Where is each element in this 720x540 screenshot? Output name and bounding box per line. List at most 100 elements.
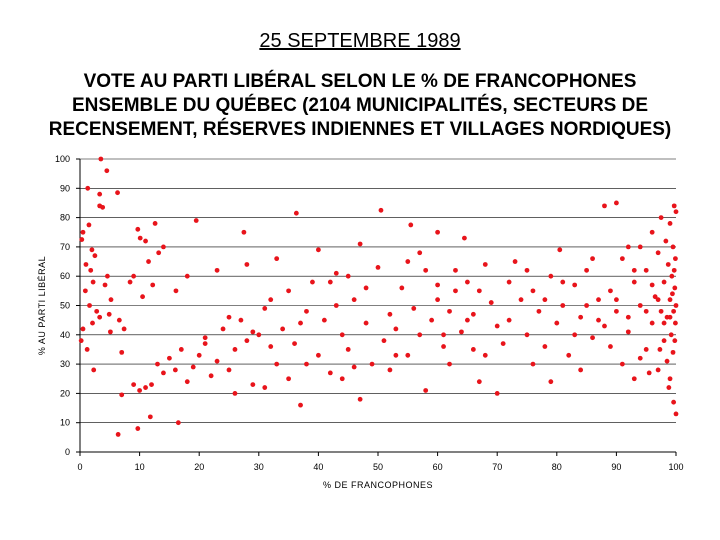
data-point	[116, 317, 122, 323]
data-point	[435, 229, 440, 235]
data-point	[506, 279, 512, 285]
data-point	[357, 241, 363, 247]
y-tick-label: 70	[60, 242, 70, 252]
data-point	[631, 267, 637, 273]
chart-title-line-3: RECENSEMENT, RÉSERVES INDIENNES ET VILLA…	[48, 119, 672, 140]
data-point	[147, 414, 153, 420]
data-point	[387, 311, 393, 317]
x-tick-label: 100	[668, 462, 683, 472]
data-point	[89, 247, 95, 253]
data-point	[363, 320, 369, 326]
data-point	[661, 279, 667, 285]
data-point	[494, 323, 500, 329]
data-point	[274, 256, 280, 262]
data-point	[143, 385, 148, 390]
data-point	[670, 244, 676, 250]
data-point	[304, 308, 309, 314]
data-point	[293, 210, 299, 216]
data-point	[657, 347, 663, 352]
data-point	[106, 311, 112, 317]
data-point	[671, 399, 677, 405]
data-point	[172, 367, 178, 373]
data-point	[316, 352, 321, 358]
data-point	[476, 379, 482, 385]
data-point	[506, 317, 512, 323]
data-point	[399, 285, 405, 291]
data-point	[652, 294, 658, 300]
data-point	[667, 221, 673, 226]
data-point	[105, 273, 110, 279]
data-point	[667, 314, 673, 320]
data-point	[649, 229, 655, 235]
data-point	[115, 190, 120, 196]
data-point	[518, 297, 524, 303]
data-point	[643, 267, 649, 273]
data-point	[411, 306, 417, 311]
data-point	[614, 308, 619, 314]
data-point	[102, 282, 108, 288]
y-tick-labels: 0 10 20 30 40 50 60 70 80 90 100	[55, 154, 70, 457]
data-point	[465, 317, 470, 323]
data-point	[104, 168, 110, 174]
data-point	[673, 320, 678, 326]
data-point	[453, 288, 458, 294]
data-point	[238, 317, 244, 323]
data-point	[161, 370, 166, 376]
data-point	[84, 347, 90, 352]
data-point	[673, 303, 679, 308]
data-point	[100, 204, 106, 210]
data-point	[298, 320, 303, 326]
data-point	[608, 288, 613, 294]
data-point	[146, 259, 151, 264]
data-point	[150, 282, 156, 288]
data-point	[625, 244, 631, 250]
data-point	[417, 332, 423, 338]
data-point	[149, 382, 154, 388]
data-point	[90, 320, 95, 326]
axes	[76, 158, 677, 456]
data-point	[658, 215, 664, 221]
data-point	[560, 303, 566, 308]
y-axis-label: % AU PARTI LIBÉRAL	[37, 256, 47, 355]
data-point	[226, 367, 232, 373]
data-point	[566, 352, 572, 358]
data-point	[80, 229, 86, 235]
data-point	[649, 320, 655, 326]
data-point	[127, 279, 133, 285]
data-point	[548, 379, 554, 385]
data-point	[250, 329, 256, 335]
data-point	[608, 344, 613, 349]
data-point	[500, 341, 506, 346]
data-point	[321, 317, 327, 323]
y-tick-label: 20	[60, 388, 70, 398]
data-point	[387, 367, 393, 373]
data-point	[646, 370, 652, 376]
data-point	[542, 297, 548, 303]
data-point	[672, 285, 678, 291]
data-point	[286, 376, 291, 382]
data-point	[143, 238, 148, 244]
data-point	[429, 317, 435, 323]
data-point	[459, 329, 464, 335]
data-point	[98, 156, 104, 162]
data-point	[602, 323, 607, 329]
chart-title: VOTE AU PARTI LIBÉRAL SELON LE % DE FRAN…	[10, 70, 710, 142]
y-tick-label: 80	[60, 213, 70, 223]
data-point	[286, 288, 291, 294]
data-point	[363, 285, 369, 291]
data-point	[661, 338, 667, 344]
data-point	[351, 297, 357, 303]
data-point	[244, 262, 250, 267]
y-tick-label: 0	[65, 447, 70, 457]
data-point	[614, 200, 619, 206]
gridlines	[80, 158, 676, 453]
data-point	[578, 367, 584, 373]
data-point	[119, 392, 125, 398]
data-point	[482, 262, 488, 267]
data-point	[310, 279, 315, 285]
x-tick-label: 90	[611, 462, 621, 472]
data-point	[512, 259, 518, 264]
data-point	[670, 291, 675, 297]
x-axis-label: % DE FRANCOPHONES	[323, 480, 433, 490]
data-point	[557, 247, 563, 253]
